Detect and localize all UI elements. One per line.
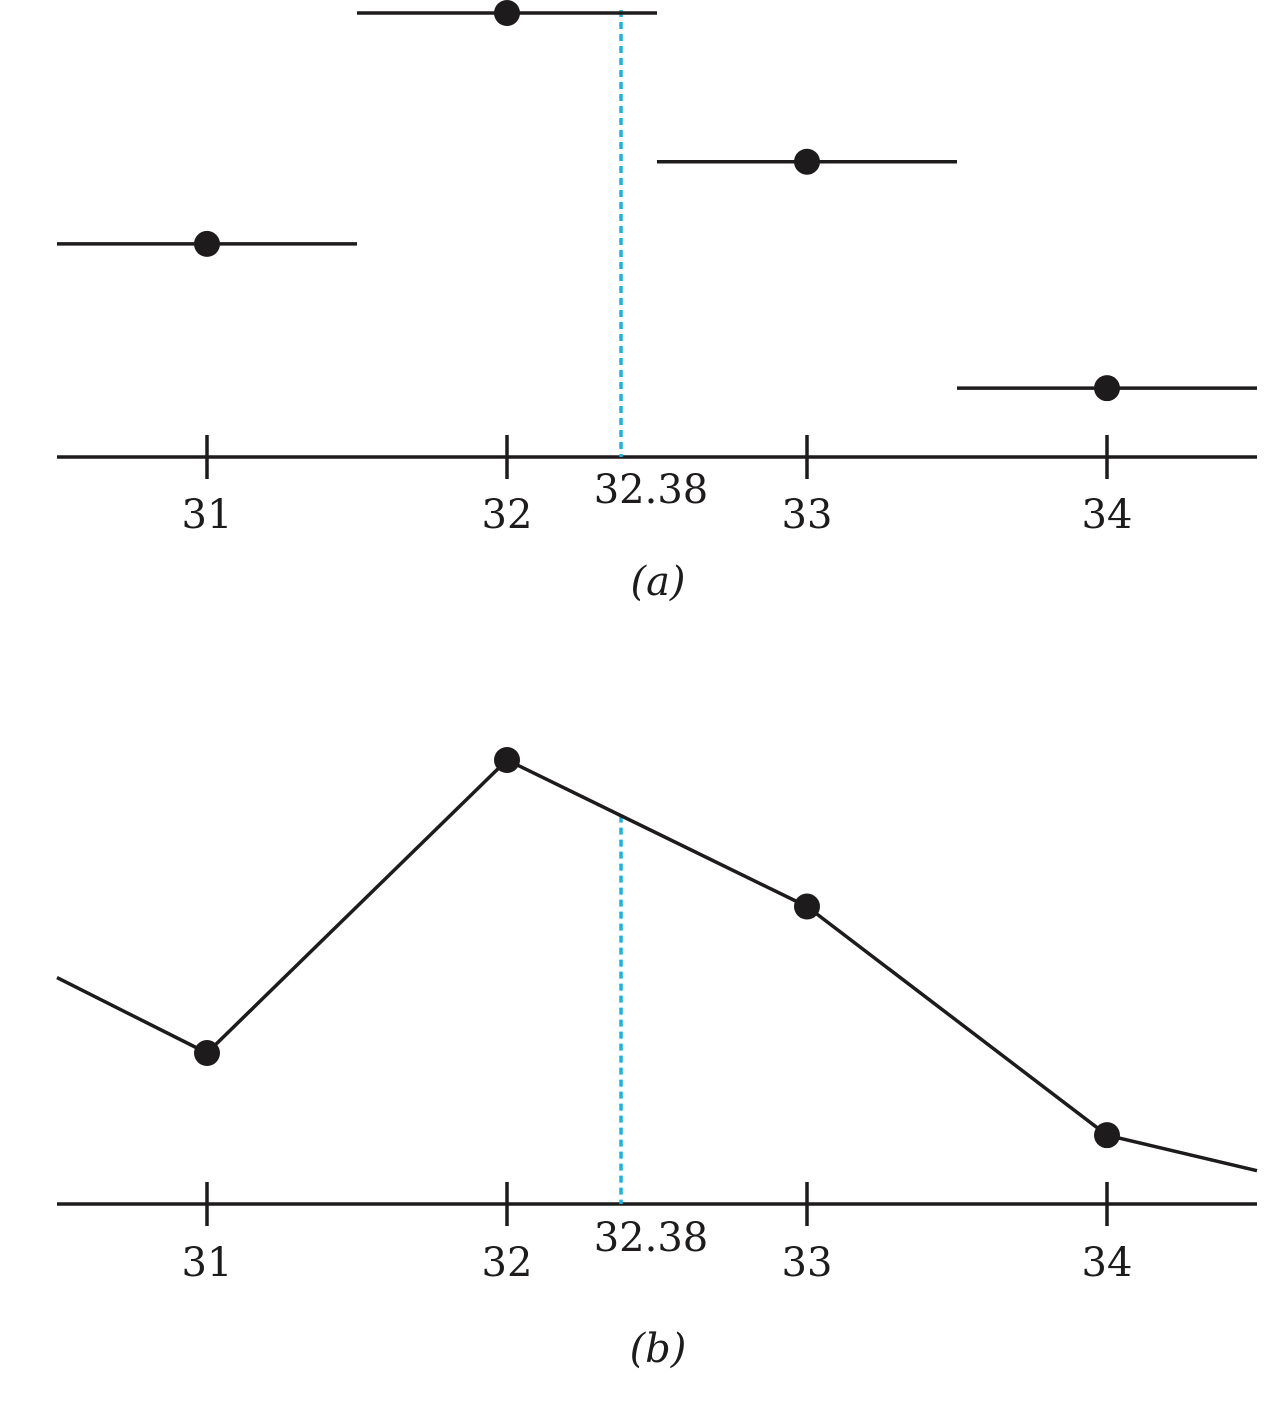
x-tick-label: 32 [482,492,533,538]
data-point [494,0,520,26]
data-point [194,1040,220,1067]
data-point [494,747,520,773]
data-point [794,148,820,175]
marker-label: 32.38 [594,467,709,513]
chart-panel-b: 31 32 33 34 32.38 (b) [56,747,1258,1372]
panel-label: (b) [630,1326,687,1372]
series-line [56,758,1258,1173]
data-point [194,230,220,257]
x-tick-label: 33 [782,1240,833,1286]
x-tick-label: 32 [482,1240,533,1286]
x-tick-label: 33 [782,492,833,538]
marker-label: 32.38 [594,1215,709,1261]
data-point [1094,375,1120,402]
x-tick-label: 31 [182,1240,233,1286]
panel-label: (a) [630,559,685,605]
x-tick-label: 34 [1082,1240,1133,1286]
data-point [1094,1122,1120,1149]
chart-panel-a: 31 32 33 34 32.38 (a) [57,0,1257,605]
x-tick-label: 31 [182,492,233,538]
data-point [794,893,820,920]
x-tick-label: 34 [1082,492,1133,538]
